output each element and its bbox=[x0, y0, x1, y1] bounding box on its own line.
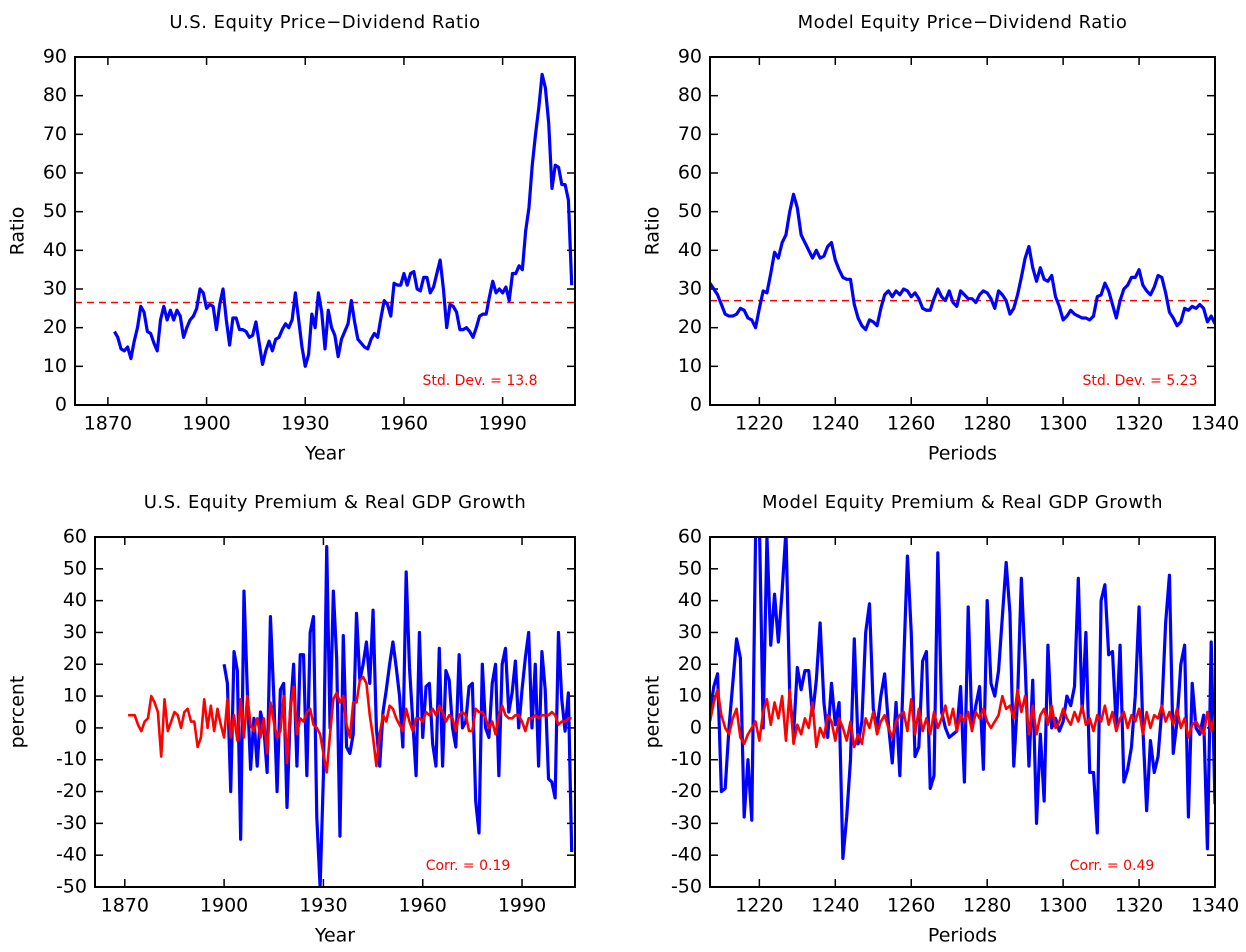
y-tick-label: 60 bbox=[678, 526, 702, 548]
y-tick-label: 80 bbox=[678, 84, 702, 106]
x-tick-label: 1900 bbox=[200, 895, 248, 917]
annotation: Corr. = 0.19 bbox=[426, 858, 511, 874]
x-tick-label: 1930 bbox=[281, 413, 329, 435]
y-tick-label: 30 bbox=[63, 621, 87, 643]
y-tick-label: 20 bbox=[63, 653, 87, 675]
y-tick-label: -50 bbox=[671, 876, 702, 898]
y-tick-label: 80 bbox=[43, 84, 67, 106]
x-tick-label: 1260 bbox=[887, 895, 935, 917]
y-tick-label: 0 bbox=[75, 716, 87, 738]
plot-frame bbox=[709, 536, 1216, 888]
y-tick-label: -30 bbox=[56, 812, 87, 834]
x-axis-label: Year bbox=[304, 443, 345, 465]
x-tick-label: 1990 bbox=[498, 895, 546, 917]
y-tick-label: 10 bbox=[678, 685, 702, 707]
plot-frame bbox=[709, 56, 1216, 406]
y-tick-label: 40 bbox=[678, 239, 702, 261]
y-tick-label: 70 bbox=[43, 123, 67, 145]
x-tick-label: 1240 bbox=[811, 895, 859, 917]
annotation: Std. Dev. = 13.8 bbox=[422, 373, 537, 389]
y-tick-label: 90 bbox=[43, 46, 67, 68]
panel: U.S. Equity Price−Dividend Ratio 0 10 20 30 4… bbox=[7, 12, 576, 465]
x-tick-label: 1870 bbox=[84, 413, 132, 435]
x-tick-label: 1960 bbox=[399, 895, 447, 917]
data-line bbox=[128, 675, 572, 774]
x-tick-label: 1220 bbox=[735, 413, 783, 435]
y-tick-label: 10 bbox=[63, 685, 87, 707]
y-tick-label: 60 bbox=[43, 162, 67, 184]
panel: Model Equity Premium & Real GDP Growth -5… bbox=[642, 492, 1240, 947]
annotation: Corr. = 0.49 bbox=[1070, 858, 1155, 874]
y-tick-label: 50 bbox=[63, 557, 87, 579]
chart-title: Model Equity Premium & Real GDP Growth bbox=[762, 492, 1163, 513]
x-tick-label: 1900 bbox=[182, 413, 230, 435]
x-tick-label: 1340 bbox=[1191, 413, 1239, 435]
x-tick-label: 1340 bbox=[1191, 895, 1239, 917]
y-tick-label: -30 bbox=[671, 812, 702, 834]
x-tick-label: 1280 bbox=[963, 895, 1011, 917]
x-tick-label: 1990 bbox=[478, 413, 526, 435]
y-tick-label: -50 bbox=[56, 876, 87, 898]
plot-frame bbox=[74, 56, 576, 406]
y-tick-label: 30 bbox=[678, 278, 702, 300]
data-line bbox=[113, 72, 574, 368]
data-line bbox=[710, 537, 1215, 860]
y-tick-label: 50 bbox=[678, 557, 702, 579]
y-tick-label: 90 bbox=[678, 46, 702, 68]
x-tick-label: 1870 bbox=[101, 895, 149, 917]
y-tick-label: 0 bbox=[690, 716, 702, 738]
y-axis-label: percent bbox=[7, 676, 29, 749]
y-axis-label: Ratio bbox=[642, 207, 664, 256]
y-tick-label: 30 bbox=[678, 621, 702, 643]
x-tick-label: 1300 bbox=[1039, 413, 1087, 435]
data-line bbox=[710, 688, 1215, 749]
y-tick-label: 40 bbox=[63, 589, 87, 611]
x-tick-label: 1240 bbox=[811, 413, 859, 435]
data-line bbox=[710, 192, 1215, 332]
y-tick-label: -20 bbox=[56, 780, 87, 802]
chart-title: U.S. Equity Price−Dividend Ratio bbox=[169, 12, 480, 33]
x-axis-label: Periods bbox=[928, 443, 997, 465]
x-tick-label: 1320 bbox=[1115, 895, 1163, 917]
y-tick-label: -40 bbox=[56, 844, 87, 866]
y-tick-label: 70 bbox=[678, 123, 702, 145]
x-tick-label: 1320 bbox=[1115, 413, 1163, 435]
y-tick-label: -10 bbox=[671, 748, 702, 770]
x-tick-label: 1930 bbox=[299, 895, 347, 917]
annotation: Std. Dev. = 5.23 bbox=[1082, 373, 1197, 389]
y-tick-label: 0 bbox=[55, 394, 67, 416]
y-tick-label: 20 bbox=[43, 316, 67, 338]
x-tick-label: 1260 bbox=[887, 413, 935, 435]
x-tick-label: 1280 bbox=[963, 413, 1011, 435]
y-tick-label: 20 bbox=[678, 653, 702, 675]
y-tick-label: 60 bbox=[63, 526, 87, 548]
panel: U.S. Equity Premium & Real GDP Growth -50… bbox=[7, 492, 576, 947]
chart-title: Model Equity Price−Dividend Ratio bbox=[798, 12, 1128, 33]
x-tick-label: 1960 bbox=[380, 413, 428, 435]
panel: Model Equity Price−Dividend Ratio 0 10 20 30… bbox=[642, 12, 1240, 465]
y-tick-label: -10 bbox=[56, 748, 87, 770]
x-axis-label: Periods bbox=[928, 925, 997, 947]
y-axis-label: Ratio bbox=[7, 207, 29, 256]
y-tick-label: 10 bbox=[678, 355, 702, 377]
data-line bbox=[222, 544, 574, 887]
y-tick-label: -20 bbox=[671, 780, 702, 802]
plot-frame bbox=[94, 536, 576, 888]
x-tick-label: 1300 bbox=[1039, 895, 1087, 917]
y-tick-label: -40 bbox=[671, 844, 702, 866]
y-tick-label: 60 bbox=[678, 162, 702, 184]
y-tick-label: 50 bbox=[678, 200, 702, 222]
y-tick-label: 50 bbox=[43, 200, 67, 222]
y-tick-label: 20 bbox=[678, 316, 702, 338]
y-tick-label: 0 bbox=[690, 394, 702, 416]
y-axis-label: percent bbox=[642, 676, 664, 749]
y-tick-label: 30 bbox=[43, 278, 67, 300]
y-tick-label: 10 bbox=[43, 355, 67, 377]
chart-title: U.S. Equity Premium & Real GDP Growth bbox=[144, 492, 527, 513]
y-tick-label: 40 bbox=[678, 589, 702, 611]
y-tick-label: 40 bbox=[43, 239, 67, 261]
x-tick-label: 1220 bbox=[735, 895, 783, 917]
x-axis-label: Year bbox=[314, 925, 355, 947]
